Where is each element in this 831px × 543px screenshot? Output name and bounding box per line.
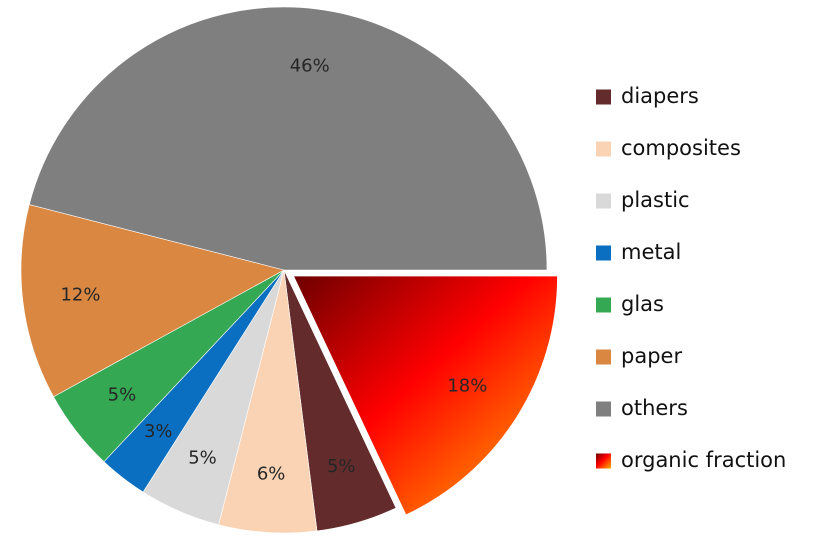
legend-label-others: others xyxy=(621,396,688,420)
data-label-composites: 6% xyxy=(257,464,286,485)
legend-item-paper: paper xyxy=(596,344,682,368)
legend-swatch-plastic xyxy=(596,193,611,209)
legend-swatch-composites xyxy=(596,141,611,157)
legend: diapers composites plastic metal glas paper ot… xyxy=(596,84,786,472)
legend-label-diapers: diapers xyxy=(621,84,699,108)
legend-label-glas: glas xyxy=(621,292,664,316)
data-label-diapers: 5% xyxy=(327,456,356,477)
pie-slices xyxy=(20,6,558,534)
data-label-organic-fraction: 18% xyxy=(447,375,487,396)
legend-item-others: others xyxy=(596,396,688,420)
legend-item-plastic: plastic xyxy=(596,188,690,212)
legend-label-organic-fraction: organic fraction xyxy=(621,448,786,472)
data-label-others: 46% xyxy=(290,55,330,76)
legend-swatch-others xyxy=(596,401,611,417)
slice-organic-fraction xyxy=(294,276,558,515)
pie-data-labels: 18% 5% 6% 5% 3% 5% 12% 46% xyxy=(60,55,487,484)
data-label-plastic: 5% xyxy=(188,447,217,468)
legend-item-diapers: diapers xyxy=(596,84,699,108)
legend-label-metal: metal xyxy=(621,240,681,264)
legend-swatch-diapers xyxy=(596,89,611,105)
legend-swatch-paper xyxy=(596,349,611,365)
legend-label-paper: paper xyxy=(621,344,682,368)
legend-swatch-glas xyxy=(596,297,611,313)
slice-others xyxy=(28,6,548,271)
legend-item-glas: glas xyxy=(596,292,664,316)
data-label-metal: 3% xyxy=(144,421,173,442)
legend-label-plastic: plastic xyxy=(621,188,690,212)
legend-item-composites: composites xyxy=(596,136,741,160)
slice-paper xyxy=(20,204,285,398)
legend-item-metal: metal xyxy=(596,240,681,264)
legend-swatch-metal xyxy=(596,245,611,261)
legend-label-composites: composites xyxy=(621,136,741,160)
legend-swatch-organic-fraction xyxy=(596,453,611,469)
data-label-glas: 5% xyxy=(108,385,137,406)
legend-item-organic-fraction: organic fraction xyxy=(596,448,786,472)
data-label-paper: 12% xyxy=(60,285,100,306)
